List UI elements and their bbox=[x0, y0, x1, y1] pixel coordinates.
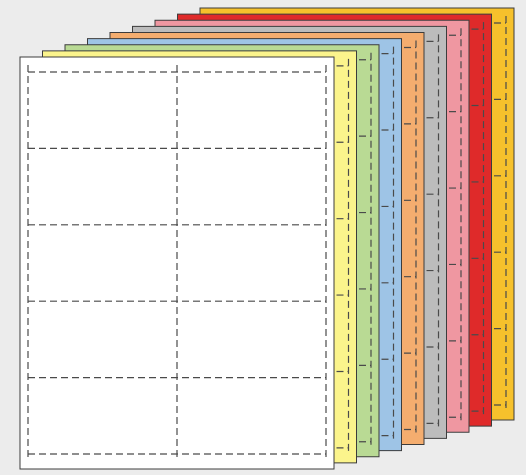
sheet-white bbox=[19, 56, 335, 470]
